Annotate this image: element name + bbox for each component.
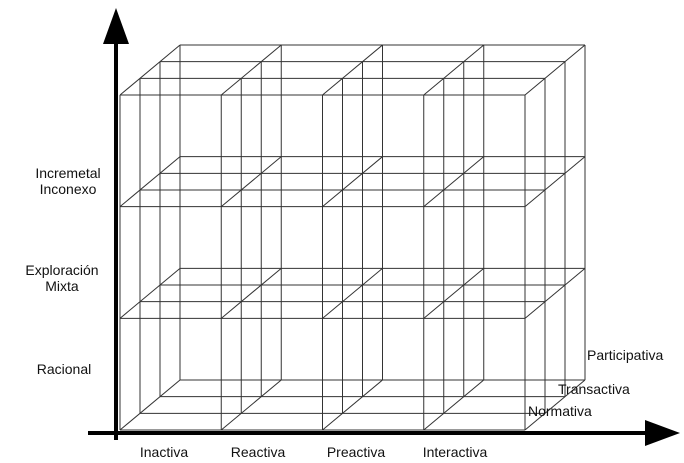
cube-grid: [119, 44, 586, 431]
grid-line: [322, 44, 383, 96]
x-label: Interactiva: [423, 444, 488, 460]
grid-line: [322, 379, 383, 431]
grid-line: [119, 156, 181, 208]
grid-line: [220, 379, 282, 431]
grid-line: [423, 267, 485, 319]
z-label: Normativa: [528, 403, 592, 419]
grid-line: [524, 156, 586, 208]
y-label: Racional: [37, 361, 91, 377]
x-label: Preactiva: [327, 444, 386, 460]
grid-line: [119, 44, 181, 96]
grid-line: [220, 44, 282, 96]
z-label: Transactiva: [558, 381, 630, 397]
grid-line: [423, 379, 485, 431]
grid-line: [322, 156, 383, 208]
grid-line: [524, 267, 586, 319]
grid-line: [220, 156, 282, 208]
grid-line: [524, 44, 586, 96]
z-label: Participativa: [587, 347, 663, 363]
y-label: Incremetal: [35, 165, 100, 181]
grid-line: [322, 267, 383, 319]
y-label: Exploración: [25, 262, 98, 278]
y-label: Mixta: [45, 278, 79, 294]
horizontal-arrowhead: [645, 420, 680, 446]
grid-line: [220, 267, 282, 319]
grid-line: [423, 44, 485, 96]
grid-line: [119, 379, 181, 431]
grid-line: [524, 379, 586, 431]
grid-line: [423, 156, 485, 208]
grid-line: [119, 267, 181, 319]
vertical-arrowhead: [103, 8, 129, 44]
y-label: Inconexo: [40, 181, 97, 197]
x-label: Reactiva: [231, 444, 286, 460]
x-label: Inactiva: [140, 444, 188, 460]
